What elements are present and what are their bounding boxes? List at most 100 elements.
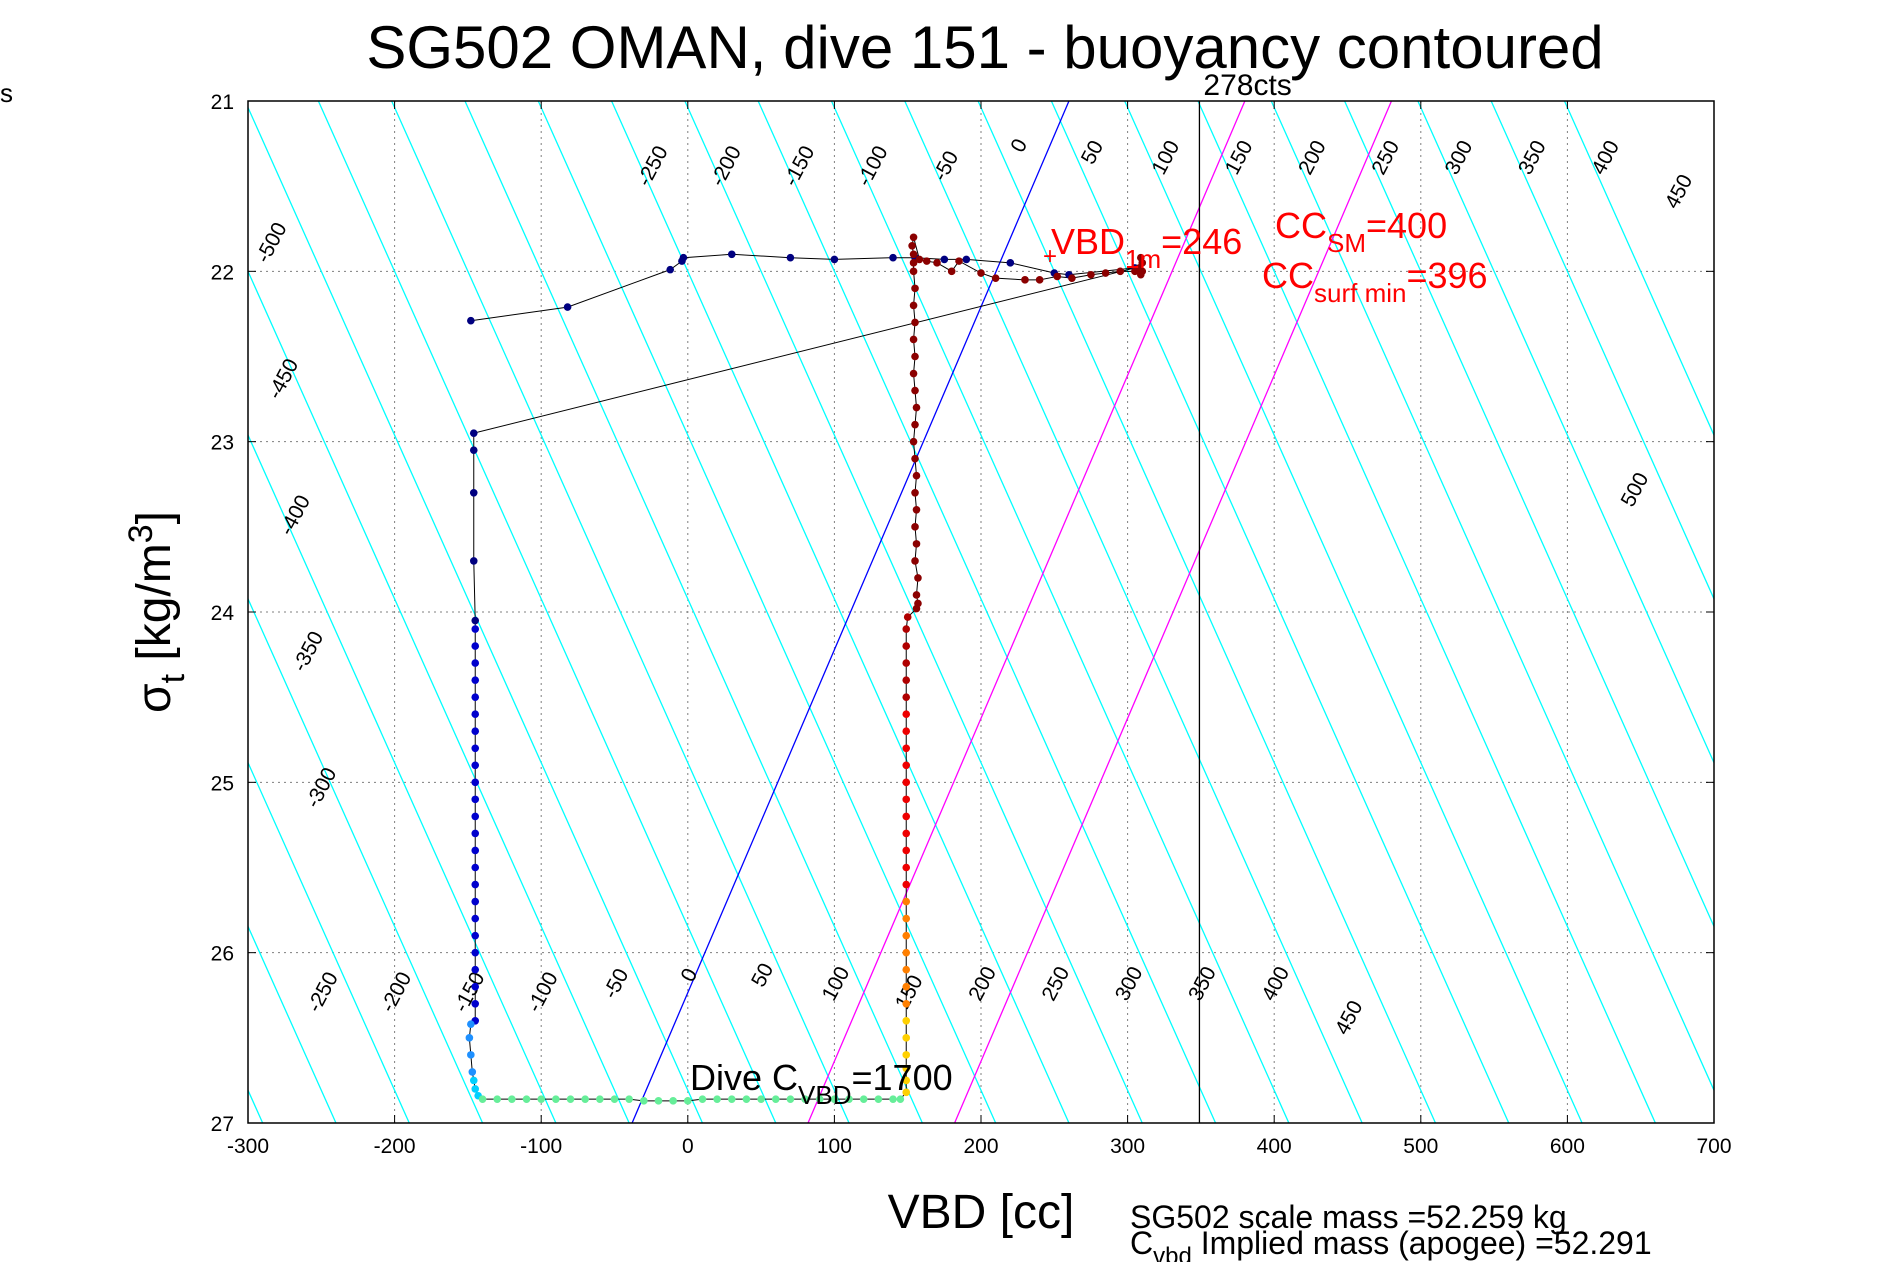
data-point xyxy=(471,616,480,625)
x-tick-label: 600 xyxy=(1550,1135,1585,1158)
cc-sm-main: CC xyxy=(1275,205,1327,246)
data-point xyxy=(830,1095,839,1103)
data-point xyxy=(471,659,480,667)
dive-c-sub: VBD xyxy=(798,1080,851,1110)
data-point xyxy=(471,795,480,804)
data-point xyxy=(471,999,480,1008)
cc-sm-value: =400 xyxy=(1366,205,1447,246)
data-point xyxy=(889,1095,897,1103)
data-point xyxy=(684,1097,692,1105)
data-point xyxy=(471,744,480,753)
data-point xyxy=(947,267,956,276)
data-point xyxy=(902,999,911,1008)
implied-mass-text: Cvbd Implied mass (apogee) =52.291 xyxy=(1130,1225,1652,1262)
data-point xyxy=(903,613,912,621)
dive-c-main: Dive C xyxy=(690,1057,798,1098)
chart-title: SG502 OMAN, dive 151 - buoyancy contoure… xyxy=(366,14,1603,81)
data-point xyxy=(625,1095,633,1103)
contour-line xyxy=(537,101,997,1123)
data-point xyxy=(471,676,480,684)
data-point xyxy=(815,1095,824,1103)
implied-mass-sub: vbd xyxy=(1153,1243,1192,1262)
cc-sm-annotation: CCSM=400 xyxy=(1275,205,1447,258)
data-point xyxy=(977,269,985,277)
contour-label: 100 xyxy=(818,963,855,1005)
data-point xyxy=(471,982,480,991)
y-axis-label: σt [kg/m3] xyxy=(122,511,192,713)
data-point xyxy=(508,1095,516,1103)
data-point xyxy=(914,599,922,608)
dive-c-vbd-annotation: Dive CVBD=1700 xyxy=(690,1057,953,1110)
data-point xyxy=(902,710,911,718)
data-point xyxy=(912,403,921,412)
contour-line xyxy=(757,101,1217,1123)
contour-label: -150 xyxy=(779,142,819,190)
contour-line xyxy=(1124,101,1583,1123)
data-point xyxy=(713,1095,721,1103)
data-point xyxy=(1021,276,1029,284)
contour-label: -300 xyxy=(301,764,341,812)
data-point xyxy=(902,1017,911,1025)
data-point xyxy=(1035,276,1044,284)
scale-mass-text: SG502 scale mass =52.259 kg xyxy=(1130,1199,1567,1235)
data-point xyxy=(911,488,919,497)
y-tick-label: 21 xyxy=(211,91,234,114)
data-point xyxy=(1006,259,1015,267)
contour-label: 50 xyxy=(747,959,778,990)
data-point xyxy=(902,727,911,736)
contour-label: 450 xyxy=(1331,997,1368,1039)
x-tick-label: -100 xyxy=(520,1135,562,1158)
contour-label: -50 xyxy=(599,965,634,1003)
vbd-count-line: 278cts xyxy=(1198,69,1292,1123)
contour-label: 300 xyxy=(1441,137,1478,179)
data-point xyxy=(596,1095,604,1103)
count-label: 278cts xyxy=(1203,69,1291,102)
data-point xyxy=(911,352,919,361)
x-tick-label: 0 xyxy=(682,1135,694,1158)
data-point xyxy=(469,429,478,437)
x-axis-label: VBD [cc] xyxy=(888,1186,1075,1239)
data-point xyxy=(902,642,911,650)
vbd-1m-value: =246 xyxy=(1161,221,1242,262)
contour-label: -50 xyxy=(929,147,964,185)
y-tick-label: 26 xyxy=(211,943,234,966)
data-point xyxy=(468,1068,477,1076)
y-axis-symbol: σ xyxy=(128,683,181,713)
data-point xyxy=(902,761,911,770)
data-point xyxy=(902,778,911,787)
data-point xyxy=(1053,272,1062,281)
data-point xyxy=(902,812,911,821)
contour-label: 400 xyxy=(1257,963,1294,1005)
data-point xyxy=(727,1095,736,1103)
data-point xyxy=(830,255,839,264)
data-point xyxy=(471,846,480,855)
contour-label: 200 xyxy=(964,963,1001,1005)
data-point xyxy=(471,778,480,787)
contour-label: -200 xyxy=(706,142,746,190)
data-point xyxy=(566,1095,575,1103)
data-point xyxy=(902,948,911,957)
x-tick-label: 100 xyxy=(817,1135,852,1158)
data-point xyxy=(771,1095,780,1103)
vbd-marker: + xyxy=(1043,243,1057,270)
y-axis-subscript: t xyxy=(154,673,192,683)
data-point xyxy=(922,257,931,265)
data-point xyxy=(902,1088,911,1097)
data-point xyxy=(471,710,480,718)
data-point xyxy=(469,557,478,565)
data-point xyxy=(1136,270,1145,279)
data-point xyxy=(859,1095,868,1103)
data-point xyxy=(902,676,911,684)
data-point xyxy=(911,284,919,293)
x-tick-label: -200 xyxy=(374,1135,416,1158)
data-point xyxy=(522,1095,531,1103)
data-point xyxy=(679,253,688,262)
contour-label: -150 xyxy=(449,968,489,1016)
contour-line xyxy=(1343,101,1714,929)
data-point xyxy=(727,250,736,259)
x-tick-label: 400 xyxy=(1257,1135,1292,1158)
data-point xyxy=(912,591,921,599)
data-point xyxy=(467,1020,475,1029)
data-point xyxy=(786,1095,795,1103)
data-point xyxy=(1101,269,1110,277)
